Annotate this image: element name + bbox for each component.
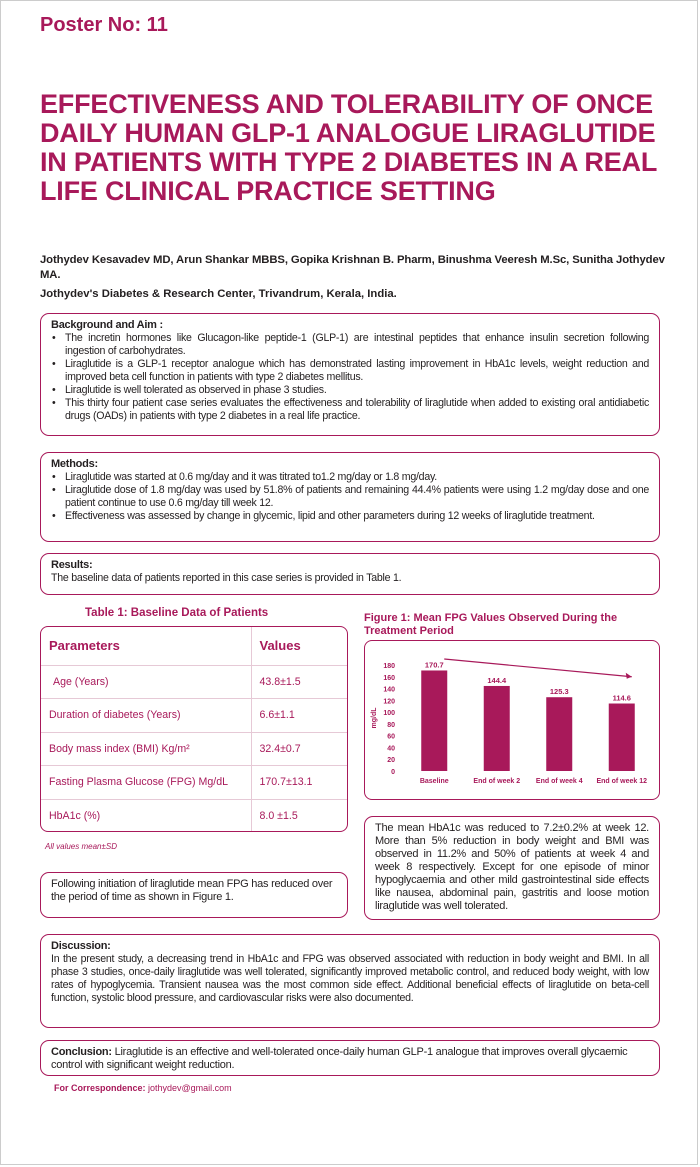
header-cell: Values <box>250 627 347 666</box>
baseline-table: Parameters Values Age (Years) 43.8±1.5 Dur… <box>40 626 348 832</box>
table-header-row: Parameters Values <box>41 627 347 666</box>
bar <box>421 670 448 771</box>
trend-arrow-head <box>625 672 632 679</box>
section-heading: Results: <box>51 559 93 571</box>
conclusion-text: Liraglutide is an effective and well-tol… <box>51 1046 628 1071</box>
bullet: Liraglutide dose of 1.8 mg/day was used … <box>51 484 649 510</box>
param-cell: Duration of diabetes (Years) <box>41 698 251 733</box>
section-heading: Conclusion: <box>51 1046 112 1058</box>
results-section: Results: The baseline data of patients r… <box>40 553 660 595</box>
y-tick-label: 120 <box>383 698 395 705</box>
bullet: Effectiveness was assessed by change in … <box>51 510 649 523</box>
table-row: HbA1c (%) 8.0 ±1.5 <box>41 799 347 831</box>
param-cell: Fasting Plasma Glucose (FPG) Mg/dL <box>41 765 251 800</box>
bullet: This thirty four patient case series eva… <box>51 397 649 423</box>
table-row: Body mass index (BMI) Kg/m² 32.4±0.7 <box>41 732 347 766</box>
discussion-section: Discussion: In the present study, a decr… <box>40 934 660 1028</box>
fpg-text-box: Following initiation of liraglutide mean… <box>40 872 348 918</box>
table-row: Duration of diabetes (Years) 6.6±1.1 <box>41 698 347 733</box>
y-tick-label: 60 <box>387 734 395 741</box>
data-label: 170.7 <box>425 660 444 669</box>
value-cell: 6.6±1.1 <box>250 698 347 733</box>
y-axis-label: mg/dL <box>371 707 378 729</box>
bar <box>483 685 510 771</box>
methods-section: Methods: Liraglutide was started at 0.6 … <box>40 452 660 542</box>
y-tick-label: 140 <box>383 687 395 694</box>
background-section: Background and Aim : The incretin hormon… <box>40 313 660 436</box>
conclusion-section: Conclusion: Liraglutide is an effective … <box>40 1040 660 1076</box>
table-note: All values mean±SD <box>45 842 117 851</box>
y-tick-label: 160 <box>383 675 395 682</box>
y-tick-label: 100 <box>383 710 395 717</box>
section-heading: Discussion: <box>51 940 111 952</box>
x-tick-label: End of week 2 <box>473 778 520 785</box>
y-tick-label: 0 <box>391 769 395 776</box>
section-heading: Methods: <box>51 458 98 470</box>
y-tick-label: 20 <box>387 757 395 764</box>
figure-caption: Figure 1: Mean FPG Values Observed Durin… <box>364 612 618 637</box>
bar <box>608 703 635 771</box>
hba1c-text: The mean HbA1c was reduced to 7.2±0.2% a… <box>375 822 649 912</box>
authors: Jothydev Kesavadev MD, Arun Shankar MBBS… <box>40 254 665 281</box>
y-tick-label: 180 <box>383 663 395 670</box>
value-cell: 32.4±0.7 <box>250 732 347 766</box>
table-row: Age (Years) 43.8±1.5 <box>41 665 347 699</box>
correspondence: For Correspondence: jothydev@gmail.com <box>54 1083 232 1093</box>
x-tick-label: End of week 12 <box>596 778 647 785</box>
data-label: 125.3 <box>550 687 569 696</box>
fpg-bar-chart: 0 20 40 60 80 100 120 140 160 180 mg/dL 170.7 Baseli… <box>371 658 647 785</box>
bullet: Liraglutide was started at 0.6 mg/day an… <box>51 471 649 484</box>
bullet: Liraglutide is a GLP-1 receptor analogue… <box>51 358 649 384</box>
param-cell: HbA1c (%) <box>49 810 101 822</box>
param-cell: Age (Years) <box>41 665 251 699</box>
hba1c-text-box: The mean HbA1c was reduced to 7.2±0.2% a… <box>364 816 660 920</box>
data-label: 114.6 <box>613 694 631 703</box>
results-text: The baseline data of patients reported i… <box>51 572 402 584</box>
value-cell: 8.0 ±1.5 <box>250 799 347 831</box>
value-cell: 170.7±13.1 <box>250 765 347 800</box>
correspondence-email[interactable]: jothydev@gmail.com <box>145 1083 232 1093</box>
trend-arrow <box>444 658 632 678</box>
poster-number: Poster No: 11 <box>40 14 168 36</box>
table-row: Fasting Plasma Glucose (FPG) Mg/dL 170.7±… <box>41 765 347 800</box>
correspondence-label: For Correspondence: <box>54 1083 146 1093</box>
y-tick-label: 80 <box>387 722 395 729</box>
table-caption: Table 1: Baseline Data of Patients <box>85 607 269 619</box>
bullet: The incretin hormones like Glucagon-like… <box>51 332 649 358</box>
fpg-chart-box: 0 20 40 60 80 100 120 140 160 180 mg/dL 170.7 Baseli… <box>364 640 660 800</box>
value-cell: 43.8±1.5 <box>250 665 347 699</box>
bar <box>546 697 573 771</box>
discussion-text: In the present study, a decreasing trend… <box>51 953 649 1004</box>
fpg-text: Following initiation of liraglutide mean… <box>51 878 333 903</box>
section-heading: Background and Aim : <box>51 319 163 331</box>
data-label: 144.4 <box>487 676 507 685</box>
poster-title: EFFECTIVENESS AND TOLERABILITY OF ONCE D… <box>40 89 657 206</box>
header-cell: Parameters <box>41 627 251 666</box>
bullet: Liraglutide is well tolerated as observe… <box>51 384 649 397</box>
x-tick-label: End of week 4 <box>536 778 583 785</box>
x-tick-label: Baseline <box>420 778 449 785</box>
affiliation: Jothydev's Diabetes & Research Center, T… <box>40 288 397 300</box>
y-tick-label: 40 <box>387 745 395 752</box>
param-cell: Body mass index (BMI) Kg/m² <box>41 732 251 766</box>
